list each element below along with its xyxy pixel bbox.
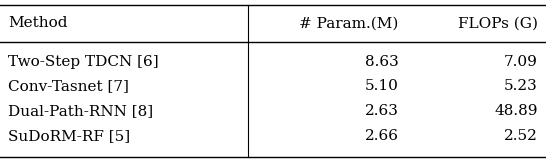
- Text: 8.63: 8.63: [365, 55, 399, 69]
- Text: 2.66: 2.66: [365, 129, 399, 143]
- Text: # Param.(M): # Param.(M): [299, 16, 399, 30]
- Text: 5.23: 5.23: [504, 79, 538, 93]
- Text: Conv-Tasnet [7]: Conv-Tasnet [7]: [8, 79, 129, 93]
- Text: 2.63: 2.63: [365, 104, 399, 118]
- Text: 2.52: 2.52: [504, 129, 538, 143]
- Text: Method: Method: [8, 16, 68, 30]
- Text: 48.89: 48.89: [494, 104, 538, 118]
- Text: FLOPs (G): FLOPs (G): [458, 16, 538, 30]
- Text: 7.09: 7.09: [504, 55, 538, 69]
- Text: 5.10: 5.10: [365, 79, 399, 93]
- Text: Dual-Path-RNN [8]: Dual-Path-RNN [8]: [8, 104, 153, 118]
- Text: SuDoRM-RF [5]: SuDoRM-RF [5]: [8, 129, 130, 143]
- Text: Two-Step TDCN [6]: Two-Step TDCN [6]: [8, 55, 159, 69]
